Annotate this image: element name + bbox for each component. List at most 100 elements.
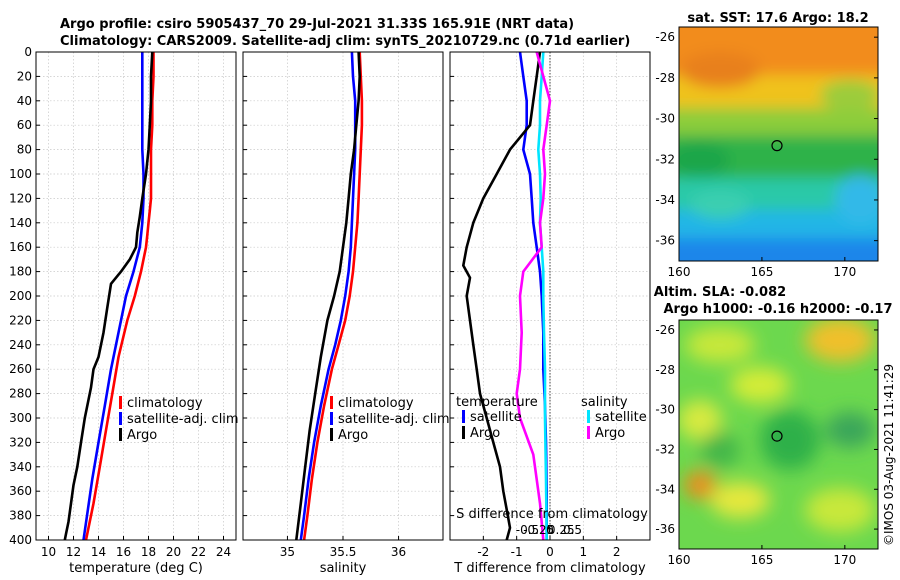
- sla-map-title: Altim. SLA: -0.082: [654, 285, 786, 300]
- legend-label-temp-satellite: satellite: [470, 410, 522, 425]
- sla-map: Altim. SLA: -0.082 Argo h1000: -0.16 h20…: [654, 285, 893, 567]
- map-y-tick-label: -34: [655, 482, 675, 496]
- y-tick-label: 320: [9, 435, 32, 449]
- legend-label-temp-argo: Argo: [470, 426, 500, 441]
- x-tick-label: 36: [391, 545, 406, 559]
- s-diff-tick-label: 0.5: [563, 523, 582, 537]
- sst-map-field: [679, 27, 878, 261]
- sst-map-frame: [678, 26, 879, 262]
- y-tick-label: 360: [9, 484, 32, 498]
- x-tick-label: -2: [477, 545, 489, 559]
- map-x-tick-label: 170: [833, 553, 856, 567]
- sst-map-axes: 160 165 170 -26 -28 -30 -32 -34 -36: [655, 30, 878, 279]
- x-tick-label: 12: [66, 545, 81, 559]
- difference-panel: -2 -1 0 1 2 T difference from climatology S di…: [449, 51, 651, 576]
- y-tick-label: 300: [9, 411, 32, 425]
- s-diff-tick-label: 0: [546, 523, 554, 537]
- legend-label-argo: Argo: [127, 428, 157, 443]
- legend-swatch-satellite: [330, 412, 333, 425]
- series-line-argo: [295, 51, 362, 541]
- y-tick-label: 260: [9, 362, 32, 376]
- legend-label-climatology: climatology: [338, 396, 414, 411]
- map-y-tick-label: -26: [655, 30, 675, 44]
- s-diff-tick-label: -0.25: [523, 523, 554, 537]
- y-tick-label: 220: [9, 313, 32, 327]
- legend-label-argo: Argo: [338, 428, 368, 443]
- legend-swatch-satellite: [119, 412, 122, 425]
- y-tick-label: 200: [9, 289, 32, 303]
- y-tick-label: 80: [17, 143, 32, 157]
- map-x-tick-label: 165: [750, 553, 773, 567]
- y-tick-label: 380: [9, 509, 32, 523]
- map-y-tick-label: -28: [655, 71, 675, 85]
- y-tick-label: 140: [9, 216, 32, 230]
- map-y-tick-label: -36: [655, 234, 675, 248]
- y-tick-label: 0: [24, 45, 32, 59]
- series-line-argo: [63, 51, 154, 541]
- legend-label-sal-argo: Argo: [595, 426, 625, 441]
- y-tick-label: 160: [9, 240, 32, 254]
- x-tick-label: 10: [41, 545, 56, 559]
- series-line-climatology: [302, 51, 364, 541]
- x-axis-label: temperature (deg C): [69, 561, 203, 576]
- y-tick-label: 280: [9, 387, 32, 401]
- sla-map-field: [679, 320, 878, 549]
- y-tick-label: 180: [9, 265, 32, 279]
- x-tick-label: 0: [546, 545, 554, 559]
- map-y-tick-label: -32: [655, 442, 675, 456]
- timestamp: ©IMOS 03-Aug-2021 11:41:29: [882, 364, 896, 546]
- s-diff-tick-label: 0.25: [548, 523, 575, 537]
- legend-label-satellite: satellite-adj. clim: [127, 412, 239, 427]
- legend-swatch-climatology: [119, 396, 122, 409]
- map-y-tick-label: -32: [655, 152, 675, 166]
- x-axis-label: T difference from climatology: [453, 561, 646, 576]
- y-tick-label: 100: [9, 167, 32, 181]
- y-tick-label: 340: [9, 460, 32, 474]
- sst-map-title: sat. SST: 17.6 Argo: 18.2: [687, 11, 868, 26]
- x-tick-label: 35: [280, 545, 295, 559]
- x-axis-label: salinity: [320, 561, 367, 576]
- map-y-tick-label: -34: [655, 193, 675, 207]
- sst-argo-position-marker: [771, 140, 783, 152]
- sst-map: sat. SST: 17.6 Argo: 18.2 160 165 170 -26 -2…: [655, 11, 879, 279]
- figure-title-line1: Argo profile: csiro 5905437_70 29-Jul-20…: [60, 17, 574, 32]
- y-tick-label: 400: [9, 533, 32, 547]
- y-tick-label: 60: [17, 118, 32, 132]
- x-tick-label: 2: [613, 545, 621, 559]
- series-line-temp-argo: [461, 51, 542, 541]
- salinity-legend: climatology satellite-adj. clim Argo: [330, 396, 450, 443]
- map-y-tick-label: -28: [655, 363, 675, 377]
- y-tick-label: 120: [9, 191, 32, 205]
- sla-argo-position-marker: [771, 430, 783, 442]
- legend-swatch-argo: [119, 428, 122, 441]
- map-y-tick-label: -36: [655, 522, 675, 536]
- map-x-tick-label: 170: [833, 265, 856, 279]
- x-tick-label: 24: [216, 545, 231, 559]
- legend-label-sal-satellite: satellite: [595, 410, 647, 425]
- legend-label-satellite: satellite-adj. clim: [338, 412, 450, 427]
- x-tick-label: 14: [91, 545, 106, 559]
- legend-label-climatology: climatology: [127, 396, 203, 411]
- legend-swatch-climatology: [330, 396, 333, 409]
- s-diff-tick-label: -0.5: [516, 523, 539, 537]
- series-line-sal-argo: [515, 51, 552, 541]
- series-line-climatology: [84, 52, 155, 541]
- x-tick-label: 20: [166, 545, 181, 559]
- s-difference-axis-label: S difference from climatology: [456, 507, 648, 522]
- sla-map-axes: 160 165 170 -26 -28 -30 -32 -34 -36: [655, 323, 878, 567]
- legend-swatch-temp-argo: [462, 426, 465, 439]
- y-tick-label: 20: [17, 69, 32, 83]
- x-tick-label: 16: [116, 545, 131, 559]
- plot-frame: [242, 51, 444, 541]
- y-tick-label: 240: [9, 338, 32, 352]
- y-tick-label: 40: [17, 94, 32, 108]
- sla-map-subtitle: Argo h1000: -0.16 h2000: -0.17: [663, 302, 892, 317]
- legend-swatch-sal-argo: [587, 426, 590, 439]
- x-tick-label: 22: [191, 545, 206, 559]
- temperature-panel: 10 12 14 16 18 20 22 24020406080100120140160180…: [9, 45, 237, 576]
- x-tick-label: 1: [580, 545, 588, 559]
- sla-map-frame: [678, 319, 879, 550]
- x-tick-label: 18: [141, 545, 156, 559]
- map-x-tick-label: 165: [750, 265, 773, 279]
